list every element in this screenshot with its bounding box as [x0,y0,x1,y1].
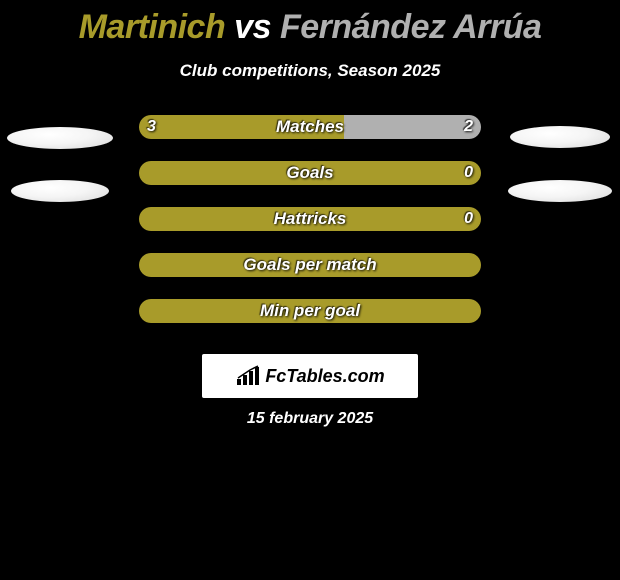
stat-row: Goals0 [0,161,620,185]
stat-label: Goals per match [139,253,481,277]
title-player1: Martinich [79,8,226,46]
brand-text: FcTables.com [265,366,384,387]
stat-label: Min per goal [139,299,481,323]
stat-row: Goals per match [0,253,620,277]
comparison-infographic: Martinich vs Fernández Arrúa Club compet… [0,0,620,580]
bar-chart-icon [235,365,261,387]
date-label: 15 february 2025 [0,410,620,428]
stat-value-right: 2 [464,115,473,139]
stat-label: Matches [139,115,481,139]
stats-area: Matches32Goals0Hattricks0Goals per match… [0,115,620,323]
stat-row: Matches3 2 [0,115,620,139]
stat-value-left: 3 [147,115,156,139]
subtitle: Club competitions, Season 2025 [0,61,620,81]
stat-row: Hattricks0 [0,207,620,231]
title-vs: vs [225,8,280,46]
stat-row: Min per goal [0,299,620,323]
stat-value-right: 0 [464,161,473,185]
title-player2: Fernández Arrúa [280,8,541,46]
brand-logo: FcTables.com [202,354,418,398]
page-title: Martinich vs Fernández Arrúa [0,0,620,47]
stat-label: Goals [139,161,481,185]
stat-label: Hattricks [139,207,481,231]
stat-value-right: 0 [464,207,473,231]
